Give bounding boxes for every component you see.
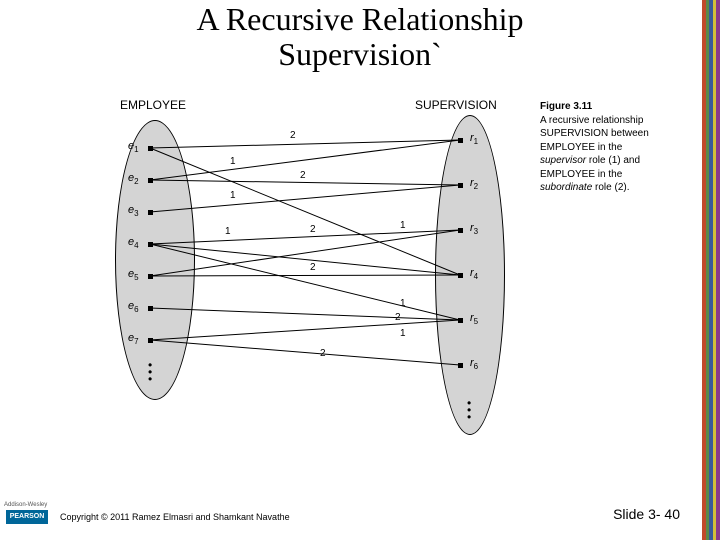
color-strip-segment: [716, 0, 720, 540]
footer: Addison-Wesley PEARSON Copyright © 2011 …: [0, 502, 720, 532]
edge-e7-r6: [150, 340, 460, 365]
left-dots: •••: [148, 362, 152, 384]
node-label-e2: e2: [128, 172, 139, 186]
node-e5: [148, 274, 153, 279]
edge-label-e1-r1: 2: [290, 130, 296, 141]
node-label-e7: e7: [128, 332, 139, 346]
node-r5: [458, 318, 463, 323]
node-label-r2: r2: [470, 177, 478, 191]
pearson-logo: PEARSON: [6, 510, 48, 524]
node-label-e5: e5: [128, 268, 139, 282]
node-r2: [458, 183, 463, 188]
node-label-e3: e3: [128, 204, 139, 218]
diagram: EMPLOYEE SUPERVISION Figure 3.11 A recur…: [30, 90, 690, 480]
node-r3: [458, 228, 463, 233]
edge-e3-r2: [150, 185, 460, 212]
node-e2: [148, 178, 153, 183]
node-e4: [148, 242, 153, 247]
addison-wesley-text: Addison-Wesley: [4, 502, 47, 508]
right-dots: •••: [467, 400, 471, 422]
edge-e6-r5: [150, 308, 460, 320]
color-strip: [702, 0, 720, 540]
node-label-e1: e1: [128, 140, 139, 154]
edge-e7-r5: [150, 320, 460, 340]
node-label-r3: r3: [470, 222, 478, 236]
node-e1: [148, 146, 153, 151]
node-r1: [458, 138, 463, 143]
node-e6: [148, 306, 153, 311]
title-line1: A Recursive Relationship: [196, 1, 523, 37]
edge-label-e5-r4: 2: [310, 262, 316, 273]
edge-label-e6-r5: 2: [395, 312, 401, 323]
edge-label-e2-r1: 1: [230, 156, 236, 167]
node-label-e4: e4: [128, 236, 139, 250]
node-e3: [148, 210, 153, 215]
title-line2: Supervision`: [278, 36, 442, 72]
node-label-r4: r4: [470, 267, 478, 281]
node-label-e6: e6: [128, 300, 139, 314]
edge-e1-r4: [150, 148, 460, 275]
edge-label-e4-r5: 1: [400, 298, 406, 309]
node-r6: [458, 363, 463, 368]
edge-e4-r5: [150, 244, 460, 320]
edge-label-e5-r3: 1: [400, 220, 406, 231]
node-label-r5: r5: [470, 312, 478, 326]
edge-label-e7-r6: 2: [320, 348, 326, 359]
edge-label-e3-r2: 1: [230, 190, 236, 201]
edge-label-e4-r3: 2: [310, 224, 316, 235]
copyright-text: Copyright © 2011 Ramez Elmasri and Shamk…: [60, 512, 290, 522]
edge-e5-r4: [150, 275, 460, 276]
node-label-r1: r1: [470, 132, 478, 146]
node-r4: [458, 273, 463, 278]
edge-label-e2-r2: 2: [300, 170, 306, 181]
edge-e4-r4: [150, 244, 460, 275]
edge-label-e4-r4: 1: [225, 226, 231, 237]
edge-label-e7-r5: 1: [400, 328, 406, 339]
node-label-r6: r6: [470, 357, 478, 371]
edge-e1-r1: [150, 140, 460, 148]
slide-number: Slide 3- 40: [613, 506, 680, 522]
node-e7: [148, 338, 153, 343]
